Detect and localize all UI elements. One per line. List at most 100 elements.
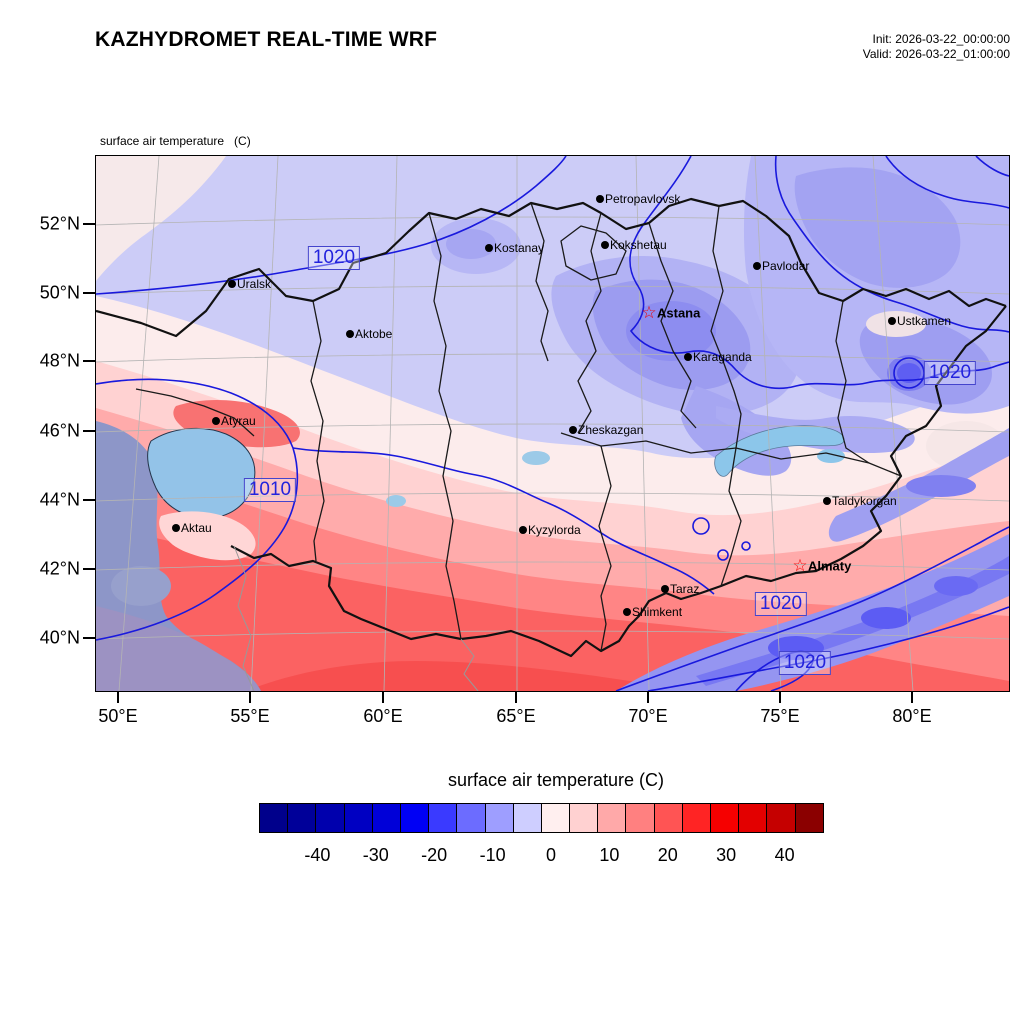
colorbar-cell bbox=[315, 803, 345, 833]
graticule bbox=[96, 156, 1009, 691]
lat-tick bbox=[83, 292, 95, 294]
pressure-label: 1020 bbox=[307, 246, 361, 270]
lat-label: 40°N bbox=[39, 627, 80, 648]
city-label: Aktobe bbox=[355, 327, 393, 341]
city-dot-marker bbox=[485, 244, 493, 252]
city-label: Ustkamen bbox=[897, 314, 952, 328]
lat-tick bbox=[83, 430, 95, 432]
city-label: Aktau bbox=[181, 521, 212, 535]
lat-label: 44°N bbox=[39, 489, 80, 510]
city-label: Petropavlovsk bbox=[605, 192, 681, 206]
lat-tick bbox=[83, 223, 95, 225]
lat-tick bbox=[83, 360, 95, 362]
colorbar-cell bbox=[428, 803, 458, 833]
lon-label: 65°E bbox=[496, 706, 536, 726]
lat-tick bbox=[83, 568, 95, 570]
city-label: Kyzylorda bbox=[528, 523, 581, 537]
colorbar-tick-label: -30 bbox=[362, 845, 389, 865]
colorbar-cell bbox=[738, 803, 768, 833]
colorbar-cell bbox=[794, 803, 824, 833]
lon-tick bbox=[382, 691, 384, 703]
lon-label: 70°E bbox=[628, 706, 668, 726]
colorbar-tick-label: -20 bbox=[421, 845, 448, 865]
init-time: Init: 2026-03-22_00:00:00 bbox=[872, 32, 1010, 46]
colorbar-cell bbox=[625, 803, 655, 833]
colorbar-tick-label: -40 bbox=[304, 845, 331, 865]
lon-label: 50°E bbox=[98, 706, 138, 726]
pressure-label: 1020 bbox=[778, 651, 832, 675]
city-dot-marker bbox=[596, 195, 604, 203]
colorbar-cell bbox=[484, 803, 514, 833]
colorbar-cell bbox=[343, 803, 373, 833]
lat-label: 52°N bbox=[39, 213, 80, 234]
city-label: Almaty bbox=[808, 558, 852, 574]
colorbar-cell bbox=[371, 803, 401, 833]
colorbar-tick-label: 20 bbox=[657, 845, 678, 865]
colorbar-cell bbox=[653, 803, 683, 833]
lon-tick bbox=[647, 691, 649, 703]
city-dot-marker bbox=[684, 353, 692, 361]
colorbar-cell bbox=[681, 803, 711, 833]
pressure-label: 1020 bbox=[754, 592, 808, 616]
lon-tick bbox=[515, 691, 517, 703]
city-label: Zheskazgan bbox=[578, 423, 644, 437]
caspian-sea bbox=[96, 421, 261, 691]
city-dot-marker bbox=[212, 417, 220, 425]
lat-tick bbox=[83, 637, 95, 639]
lon-tick bbox=[911, 691, 913, 703]
subtitle-temperature: surface air temperature (C) bbox=[100, 134, 251, 148]
colorbar-cell bbox=[766, 803, 796, 833]
city-dot-marker bbox=[661, 585, 669, 593]
city-label: Karaganda bbox=[693, 350, 752, 364]
page-title: KAZHYDROMET REAL-TIME WRF bbox=[95, 28, 438, 51]
colorbar-tick-label: -10 bbox=[479, 845, 506, 865]
lon-tick bbox=[779, 691, 781, 703]
city-dot-marker bbox=[228, 280, 236, 288]
city-label: Kostanay bbox=[494, 241, 545, 255]
lat-label: 46°N bbox=[39, 420, 80, 441]
city-star-marker: ☆ bbox=[641, 302, 657, 322]
colorbar-tick-label: 40 bbox=[774, 845, 795, 865]
lon-label: 55°E bbox=[230, 706, 270, 726]
run-times: Init: 2026-03-22_00:00:00 Valid: 2026-03… bbox=[863, 32, 1010, 62]
city-label: Atyrau bbox=[221, 414, 256, 428]
lat-label: 48°N bbox=[39, 350, 80, 371]
city-label: Uralsk bbox=[237, 277, 272, 291]
city-label: Astana bbox=[657, 305, 701, 321]
city-label: Pavlodar bbox=[762, 259, 810, 273]
colorbar-cell bbox=[710, 803, 740, 833]
pressure-label: 1020 bbox=[923, 361, 977, 385]
city-dot-marker bbox=[346, 330, 354, 338]
city-dot-marker bbox=[823, 497, 831, 505]
city-dot-marker bbox=[601, 241, 609, 249]
lat-label: 50°N bbox=[39, 282, 80, 303]
city-label: Kokshetau bbox=[610, 238, 667, 252]
colorbar-cell bbox=[399, 803, 430, 833]
valid-time: Valid: 2026-03-22_01:00:00 bbox=[862, 47, 1010, 61]
colorbar-tick-label: 10 bbox=[599, 845, 620, 865]
colorbar-cell bbox=[259, 803, 289, 833]
lon-label: 80°E bbox=[892, 706, 932, 726]
city-label: Taraz bbox=[670, 582, 700, 596]
colorbar-cell bbox=[540, 803, 571, 833]
lon-label: 75°E bbox=[760, 706, 800, 726]
city-dot-marker bbox=[569, 426, 577, 434]
colorbar-cell bbox=[569, 803, 599, 833]
colorbar-cell bbox=[456, 803, 486, 833]
colorbar-cell bbox=[287, 803, 317, 833]
city-dot-marker bbox=[172, 524, 180, 532]
city-label: Shimkent bbox=[632, 605, 683, 619]
colorbar-cell bbox=[512, 803, 542, 833]
city-dot-marker bbox=[623, 608, 631, 616]
lat-label: 42°N bbox=[39, 558, 80, 579]
lat-tick bbox=[83, 499, 95, 501]
city-dot-marker bbox=[888, 317, 896, 325]
colorbar-tick-label: 0 bbox=[545, 845, 557, 865]
pressure-label: 1010 bbox=[243, 478, 297, 502]
lake-balkhash bbox=[386, 425, 845, 507]
colorbar-title: surface air temperature (C) bbox=[447, 770, 665, 790]
colorbar bbox=[259, 803, 824, 833]
city-label: Taldykorgan bbox=[832, 494, 897, 508]
city-star-marker: ☆ bbox=[792, 555, 808, 575]
